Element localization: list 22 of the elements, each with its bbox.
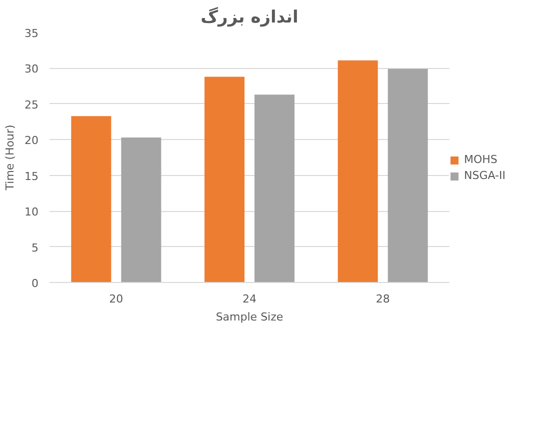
x-tick-label: 24 <box>242 292 256 306</box>
x-axis-title: Sample Size <box>216 310 284 324</box>
y-tick-label: 25 <box>24 98 39 112</box>
bar <box>121 138 162 282</box>
y-tick-label: 20 <box>24 134 39 148</box>
x-tick-label: 28 <box>376 292 390 306</box>
y-tick-label: 10 <box>24 206 39 219</box>
y-tick-label: 30 <box>24 62 39 76</box>
y-tick-label: 5 <box>32 241 38 254</box>
x-tick-label: 20 <box>109 292 124 306</box>
bar <box>254 94 294 282</box>
bar <box>388 68 428 282</box>
legend-label: NSGA-II <box>464 169 506 182</box>
chart-title: اندازه بزرگ <box>200 6 298 28</box>
y-tick-label: 0 <box>32 277 38 290</box>
bar <box>204 76 244 282</box>
y-axis-title: Time (Hour) <box>4 124 17 192</box>
legend-label: MOHS <box>464 153 498 166</box>
bar <box>71 116 112 282</box>
bar <box>338 60 378 282</box>
y-tick-label: 15 <box>24 170 39 183</box>
y-tick-label: 35 <box>24 27 39 40</box>
